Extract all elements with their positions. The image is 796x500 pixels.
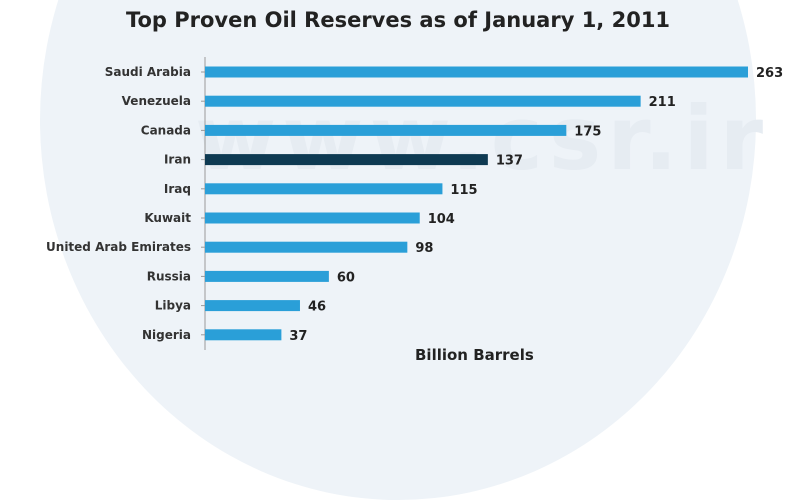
- bar: [205, 212, 420, 224]
- bar: [205, 95, 641, 107]
- category-label: Libya: [155, 299, 191, 313]
- category-label: Saudi Arabia: [105, 65, 191, 79]
- value-label: 137: [496, 154, 523, 169]
- bar: [205, 300, 300, 312]
- category-label: Nigeria: [142, 328, 191, 342]
- bar: [205, 66, 748, 78]
- value-label: 104: [428, 212, 455, 227]
- value-label: 46: [308, 300, 326, 315]
- value-label: 37: [289, 329, 307, 344]
- category-label: Canada: [141, 123, 191, 137]
- category-label: United Arab Emirates: [46, 240, 191, 254]
- bar-chart: Saudi Arabia 263 Venezuela 211 Canada 175 Iran…: [46, 57, 783, 350]
- value-label: 211: [649, 95, 676, 110]
- bar: [205, 270, 329, 282]
- bar: [205, 124, 567, 136]
- value-label: 175: [574, 124, 601, 139]
- value-label: 60: [337, 270, 355, 285]
- category-label: Iran: [164, 153, 191, 167]
- watermark: www.csr.ir: [195, 87, 770, 190]
- bar: [205, 154, 488, 166]
- category-label: Venezuela: [122, 94, 191, 108]
- category-label: Russia: [147, 269, 191, 283]
- x-axis-title: Billion Barrels: [415, 346, 534, 364]
- value-label: 263: [756, 66, 783, 81]
- value-label: 98: [415, 241, 433, 256]
- bar: [205, 329, 282, 341]
- bar: [205, 241, 408, 253]
- bar: [205, 183, 443, 195]
- category-label: Iraq: [164, 182, 191, 196]
- category-label: Kuwait: [144, 211, 191, 225]
- chart-title: Top Proven Oil Reserves as of January 1,…: [125, 8, 671, 32]
- value-label: 115: [450, 183, 477, 198]
